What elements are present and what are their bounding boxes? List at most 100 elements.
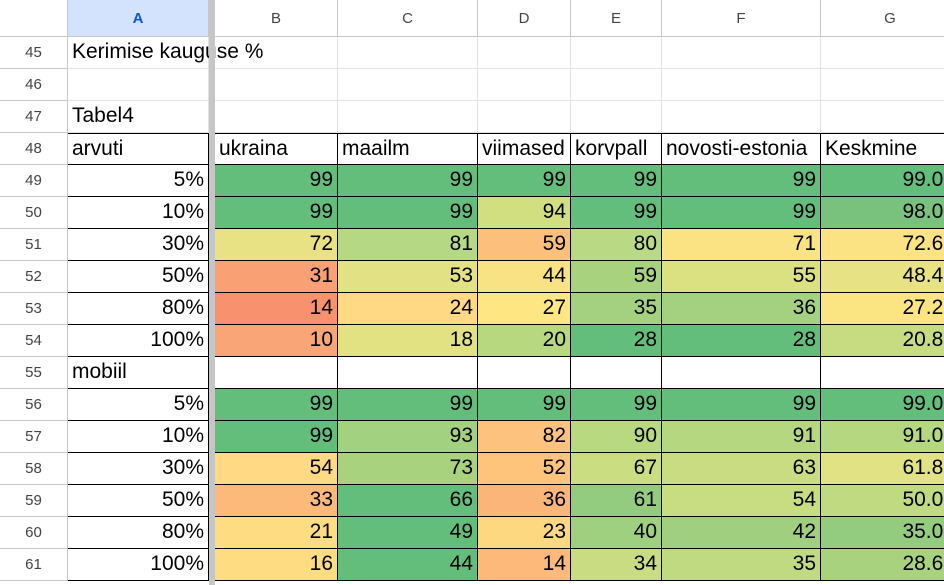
number-cell[interactable]: 99: [478, 389, 571, 421]
number-cell[interactable]: 10%: [68, 421, 209, 453]
number-cell[interactable]: 49: [338, 517, 478, 549]
number-cell[interactable]: 67: [571, 453, 662, 485]
column-header[interactable]: C: [338, 0, 478, 37]
number-cell[interactable]: 99: [478, 165, 571, 197]
number-cell[interactable]: 99: [571, 389, 662, 421]
cell[interactable]: [215, 101, 338, 133]
cell[interactable]: [821, 37, 944, 69]
cell[interactable]: [571, 101, 662, 133]
row-header[interactable]: 49: [0, 165, 68, 197]
row-header[interactable]: 48: [0, 133, 68, 165]
number-cell[interactable]: 28.60: [821, 549, 944, 581]
number-cell[interactable]: 94: [478, 197, 571, 229]
row-header[interactable]: 45: [0, 37, 68, 69]
number-cell[interactable]: 82: [478, 421, 571, 453]
number-cell[interactable]: 99.00: [821, 165, 944, 197]
cell[interactable]: [338, 37, 478, 69]
number-cell[interactable]: 55: [662, 261, 821, 293]
cell[interactable]: [571, 37, 662, 69]
number-cell[interactable]: 99: [571, 197, 662, 229]
number-cell[interactable]: 5%: [68, 389, 209, 421]
column-header[interactable]: D: [478, 0, 571, 37]
number-cell[interactable]: 81: [338, 229, 478, 261]
row-header[interactable]: 57: [0, 421, 68, 453]
number-cell[interactable]: 27: [478, 293, 571, 325]
number-cell[interactable]: 63: [662, 453, 821, 485]
row-header[interactable]: 50: [0, 197, 68, 229]
cell[interactable]: [662, 69, 821, 101]
number-cell[interactable]: 50%: [68, 261, 209, 293]
cell[interactable]: [215, 69, 338, 101]
number-cell[interactable]: 24: [338, 293, 478, 325]
number-cell[interactable]: 44: [478, 261, 571, 293]
cell[interactable]: [215, 357, 338, 389]
row-header[interactable]: 46: [0, 69, 68, 101]
cell[interactable]: [338, 101, 478, 133]
number-cell[interactable]: 99: [338, 389, 478, 421]
text-cell[interactable]: arvuti: [68, 133, 209, 165]
number-cell[interactable]: 48.40: [821, 261, 944, 293]
number-cell[interactable]: 91: [662, 421, 821, 453]
number-cell[interactable]: 93: [338, 421, 478, 453]
text-cell[interactable]: korvpall: [571, 133, 662, 165]
cell[interactable]: [662, 101, 821, 133]
number-cell[interactable]: 18: [338, 325, 478, 357]
row-header[interactable]: 51: [0, 229, 68, 261]
row-header[interactable]: 55: [0, 357, 68, 389]
cell[interactable]: [68, 69, 209, 101]
number-cell[interactable]: 40: [571, 517, 662, 549]
number-cell[interactable]: 80%: [68, 517, 209, 549]
cell[interactable]: [478, 357, 571, 389]
number-cell[interactable]: 99: [662, 389, 821, 421]
cell[interactable]: [478, 101, 571, 133]
number-cell[interactable]: 10%: [68, 197, 209, 229]
row-header[interactable]: 58: [0, 453, 68, 485]
cell[interactable]: [478, 37, 571, 69]
cell[interactable]: [478, 69, 571, 101]
number-cell[interactable]: 36: [478, 485, 571, 517]
number-cell[interactable]: 59: [571, 261, 662, 293]
number-cell[interactable]: 36: [662, 293, 821, 325]
number-cell[interactable]: 50%: [68, 485, 209, 517]
text-cell[interactable]: novosti-estonia: [662, 133, 821, 165]
row-header[interactable]: 54: [0, 325, 68, 357]
number-cell[interactable]: 31: [215, 261, 338, 293]
number-cell[interactable]: 42: [662, 517, 821, 549]
number-cell[interactable]: 28: [662, 325, 821, 357]
number-cell[interactable]: 99: [215, 421, 338, 453]
cell[interactable]: [821, 101, 944, 133]
number-cell[interactable]: 99: [662, 197, 821, 229]
number-cell[interactable]: 52: [478, 453, 571, 485]
number-cell[interactable]: 44: [338, 549, 478, 581]
cell[interactable]: [215, 37, 338, 69]
number-cell[interactable]: 99: [662, 165, 821, 197]
number-cell[interactable]: 80: [571, 229, 662, 261]
number-cell[interactable]: 50.00: [821, 485, 944, 517]
text-cell[interactable]: Tabel4: [68, 101, 209, 133]
number-cell[interactable]: 10: [215, 325, 338, 357]
cell[interactable]: [662, 37, 821, 69]
number-cell[interactable]: 30%: [68, 453, 209, 485]
number-cell[interactable]: 99: [571, 165, 662, 197]
column-header[interactable]: A: [68, 0, 209, 37]
cell[interactable]: [338, 357, 478, 389]
number-cell[interactable]: 35: [662, 549, 821, 581]
number-cell[interactable]: 53: [338, 261, 478, 293]
row-header[interactable]: 52: [0, 261, 68, 293]
column-header[interactable]: G: [821, 0, 944, 37]
cell[interactable]: [571, 357, 662, 389]
number-cell[interactable]: 21: [215, 517, 338, 549]
number-cell[interactable]: 34: [571, 549, 662, 581]
cell[interactable]: [338, 69, 478, 101]
number-cell[interactable]: 71: [662, 229, 821, 261]
number-cell[interactable]: 99: [215, 389, 338, 421]
row-header[interactable]: 59: [0, 485, 68, 517]
text-cell[interactable]: Keskmine: [821, 133, 944, 165]
number-cell[interactable]: 59: [478, 229, 571, 261]
row-header[interactable]: 53: [0, 293, 68, 325]
number-cell[interactable]: 72.60: [821, 229, 944, 261]
number-cell[interactable]: 14: [478, 549, 571, 581]
number-cell[interactable]: 28: [571, 325, 662, 357]
number-cell[interactable]: 91.00: [821, 421, 944, 453]
number-cell[interactable]: 23: [478, 517, 571, 549]
